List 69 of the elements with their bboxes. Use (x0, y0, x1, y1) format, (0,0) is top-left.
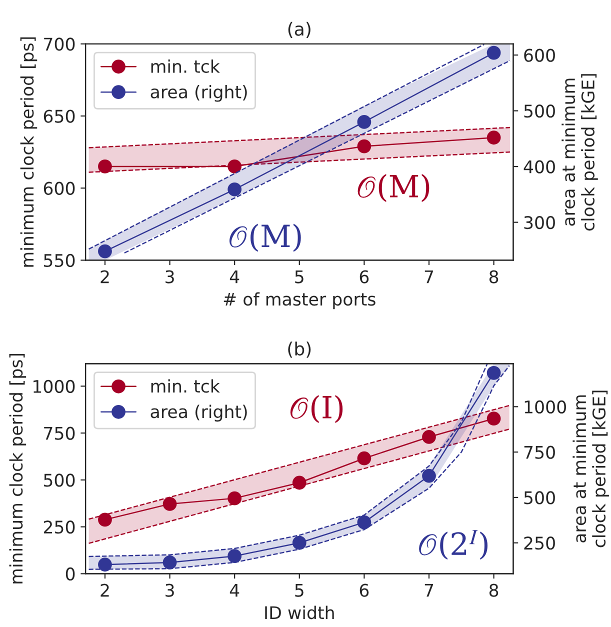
y2-tick-label: 500 (524, 104, 555, 118)
x-tick-label: 8 (489, 584, 498, 597)
chart-title: (a) (288, 22, 310, 38)
x-tick-label: 7 (424, 584, 434, 597)
y-tick-label: 250 (44, 520, 75, 534)
y-tick-label: 700 (44, 38, 75, 51)
x-tick-label: 6 (360, 270, 369, 284)
point (228, 491, 242, 506)
point (98, 160, 112, 174)
annotation: 𝒪(M) (229, 224, 301, 252)
point (162, 496, 177, 511)
legend-label: min. tck (151, 379, 220, 393)
annotation: 𝒪(I) (290, 395, 343, 424)
y2-axis-title: area at minimum clock period [kGE] (562, 74, 598, 231)
y-tick-label: 1000 (34, 380, 75, 394)
point (486, 46, 501, 60)
point (292, 536, 306, 550)
y2-tick-label: 750 (524, 446, 555, 459)
point (357, 114, 372, 129)
x-tick-label: 3 (166, 584, 174, 597)
annotation: 𝒪(2$^{I}$) (419, 530, 488, 560)
point (357, 451, 372, 466)
point (162, 556, 177, 570)
x-tick-label: 5 (295, 584, 304, 597)
x-axis-title: ID width (265, 606, 334, 620)
x-tick-label: 7 (424, 270, 434, 284)
x-tick-label: 4 (230, 584, 240, 597)
y-tick-label: 600 (44, 182, 75, 195)
point (98, 244, 112, 258)
point (357, 515, 372, 530)
y-tick-label: 500 (44, 474, 75, 487)
legend-label: area (right) (150, 404, 247, 422)
x-tick-label: 2 (100, 270, 109, 284)
x-tick-label: 2 (100, 584, 109, 597)
legend-label: area (right) (150, 85, 247, 102)
point (422, 430, 436, 444)
point (228, 160, 242, 174)
y2-tick-label: 600 (524, 48, 555, 62)
point (486, 412, 501, 426)
point (292, 476, 306, 490)
point (486, 366, 501, 380)
y2-tick-label: 300 (524, 216, 555, 230)
x-axis-title: # of master ports (224, 292, 376, 310)
y2-tick-label: 500 (524, 491, 555, 504)
y-tick-label: 650 (44, 110, 75, 123)
x-tick-label: 4 (230, 270, 240, 284)
y-tick-label: 750 (44, 426, 75, 440)
y2-tick-label: 250 (524, 536, 555, 550)
y2-tick-label: 400 (524, 160, 555, 174)
point (98, 558, 112, 572)
y2-tick-label: 1000 (524, 400, 566, 414)
point (98, 512, 112, 527)
y-tick-label: 550 (44, 254, 75, 268)
point (228, 549, 242, 564)
y-axis-title: minimum clock period [ps] (20, 37, 38, 267)
x-tick-label: 6 (360, 584, 369, 597)
x-tick-label: 5 (295, 270, 304, 284)
x-tick-label: 3 (166, 270, 174, 284)
y-tick-label: 0 (66, 567, 75, 581)
point (357, 139, 372, 154)
chart-title: (b) (288, 342, 311, 358)
x-tick-label: 8 (489, 270, 498, 284)
point (422, 468, 436, 483)
y-axis-title: minimum clock period [ps] (9, 354, 26, 584)
point (228, 182, 242, 196)
legend-label: min. tck (151, 60, 220, 73)
point (486, 130, 501, 145)
y2-axis-title: area at minimum clock period [kGE] (572, 390, 609, 548)
annotation: 𝒪(M) (358, 174, 430, 202)
